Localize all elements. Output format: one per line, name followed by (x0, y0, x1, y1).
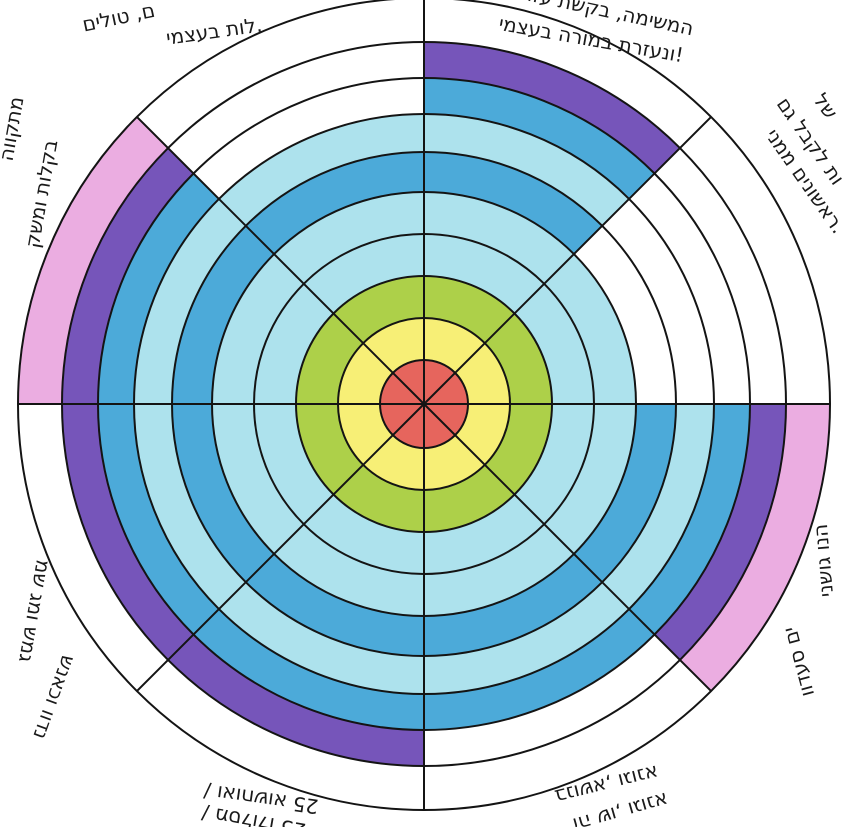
wheel-cell (424, 524, 574, 616)
wheel-cell (424, 234, 545, 314)
label-lower-left-line1: גמש ומג שמ (14, 558, 56, 664)
spoke-line (423, 116, 712, 405)
label-lower-left-line2: נדוו וכאנש (28, 652, 81, 743)
wheel-cell (424, 372, 468, 404)
wheel-cell (484, 313, 552, 404)
wheel-cell (218, 114, 424, 226)
wheel-cell (484, 404, 552, 495)
wheel-cell (573, 404, 676, 583)
label-right-line1: הנו גושני (808, 523, 838, 598)
wheel-cell (18, 116, 169, 405)
wheel-cell (62, 404, 194, 660)
wheel-cell (296, 313, 364, 404)
label-top-left-line2: לות בעצמי. (164, 12, 263, 49)
wheel-cell (134, 404, 246, 610)
wheel-cell (218, 582, 424, 694)
wheel-cell (274, 524, 424, 616)
wheel-cell (245, 152, 424, 255)
wheel-cell (424, 360, 456, 404)
wheel-cell (392, 404, 424, 448)
wheel-cell (424, 78, 655, 199)
wheel-cell (679, 404, 830, 692)
wheel-cell (424, 553, 603, 656)
wheel-cell (424, 609, 655, 730)
wheel-cell (168, 634, 424, 766)
spoke-line (136, 116, 425, 405)
wheel-cell (303, 234, 424, 314)
wheel-cell (424, 42, 680, 174)
wheel-cell (424, 404, 456, 448)
wheel-cell (629, 404, 750, 635)
wheel-cell (254, 404, 334, 525)
wheel-cell (654, 404, 786, 660)
wheel-cell (193, 609, 424, 730)
label-left-line1: מתקווה (0, 95, 29, 163)
wheel-cell (544, 254, 636, 404)
wheel-cell (424, 152, 603, 255)
wheel-cell (424, 192, 574, 284)
label-upper-right-line1: של (809, 89, 842, 124)
wheel-cell (296, 404, 364, 495)
wheel-cell (380, 372, 424, 404)
spoke-line (136, 403, 425, 692)
wheel-outlines (17, 0, 831, 811)
wheel-cell (424, 582, 630, 694)
wheel-cell (544, 404, 636, 554)
wheel-cell (274, 192, 424, 284)
wheel-cell (98, 404, 219, 635)
wheel-cell (172, 404, 275, 583)
wheel-cell (333, 276, 424, 344)
wheel-cell (245, 553, 424, 656)
wheel-cell (172, 225, 275, 404)
wheel-cell (62, 148, 194, 404)
wheel-cell (212, 404, 304, 554)
spoke-line (423, 403, 712, 692)
wheel-cell (333, 464, 424, 532)
wheel-cell (254, 283, 334, 404)
wheel-cell (424, 404, 469, 436)
wheel-cell (380, 404, 424, 436)
label-top-left-line1: ם, טולים (80, 0, 157, 37)
label-right-line2: ים סעדוו (777, 624, 819, 699)
wheel-cell (212, 254, 304, 404)
wheel-fills (18, 42, 830, 766)
wheel-cell (303, 494, 424, 574)
wheel-cell (424, 494, 545, 574)
wheel-cell (424, 464, 515, 532)
wheel-cell (134, 198, 246, 404)
wheel-cell (424, 114, 630, 226)
wheel-cell (602, 404, 714, 610)
wheel-cell (514, 404, 594, 525)
wheel-cell (514, 283, 594, 404)
wheel-cell (424, 276, 515, 344)
wheel-cell (392, 360, 424, 404)
wheel-cell (98, 173, 219, 404)
